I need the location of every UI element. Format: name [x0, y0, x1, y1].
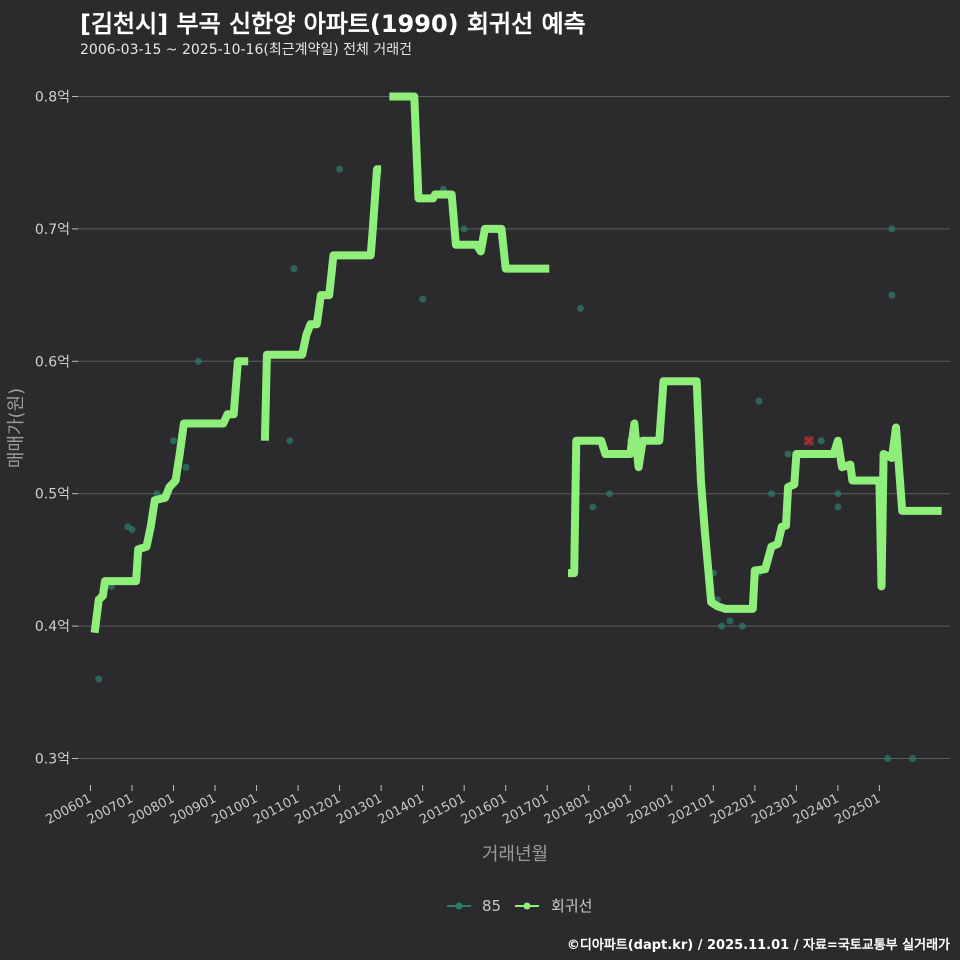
x-tick-label: 200701: [85, 791, 136, 828]
data-point: [95, 675, 103, 683]
regression-segment: [90, 357, 249, 634]
y-tick-label: 0.8억: [35, 89, 70, 105]
annotations: [803, 435, 814, 446]
y-axis-title: 매매가(원): [6, 388, 27, 468]
x-tick-label: 201201: [293, 791, 344, 828]
chart-title: [김천시] 부곡 신한양 아파트(1990) 회귀선 예측: [80, 10, 586, 38]
x-tick-label: 201501: [417, 791, 468, 828]
data-point: [726, 617, 734, 625]
y-tick-label: 0.3억: [35, 752, 70, 768]
data-point: [767, 490, 775, 498]
regression-segment: [389, 92, 550, 273]
data-point: [182, 463, 190, 471]
x-tick-label: 201601: [459, 791, 510, 828]
x-tick-label: 202401: [791, 791, 842, 828]
data-point: [128, 525, 136, 533]
data-point: [336, 165, 344, 173]
x-tick-label: 201801: [542, 791, 593, 828]
legend: 85 회귀선: [447, 897, 592, 915]
regression-segment: [568, 377, 942, 613]
data-point: [718, 622, 726, 630]
legend-label-regression: 회귀선: [551, 897, 592, 915]
x-axis-ticks: 2006012007012008012009012010012011012012…: [43, 785, 883, 828]
gridlines: [78, 95, 950, 760]
data-point: [606, 490, 614, 498]
latest-deal-marker: [803, 435, 814, 446]
data-point: [884, 755, 892, 763]
data-point: [170, 437, 178, 445]
regression-line: [90, 92, 942, 634]
data-point: [817, 437, 825, 445]
x-tick-label: 201001: [210, 791, 261, 828]
x-tick-label: 202101: [666, 791, 717, 828]
source-credit: ©디아파트(dapt.kr) / 2025.11.01 / 자료=국토교통부 실…: [566, 938, 950, 953]
x-tick-label: 200801: [127, 791, 178, 828]
data-point: [834, 490, 842, 498]
chart-subtitle: 2006-03-15 ~ 2025-10-16(최근계약일) 전체 거래건: [80, 42, 412, 58]
data-point: [419, 295, 427, 303]
legend-item-85[interactable]: 85: [447, 897, 501, 915]
data-point: [888, 291, 896, 299]
data-point: [589, 503, 597, 511]
x-tick-label: 201401: [376, 791, 427, 828]
data-point: [784, 450, 792, 458]
data-point: [460, 225, 468, 233]
x-tick-label: 200601: [43, 791, 94, 828]
y-tick-label: 0.4억: [35, 619, 70, 635]
regression-segment: [260, 165, 382, 441]
x-tick-label: 202501: [832, 791, 883, 828]
data-point: [834, 503, 842, 511]
x-tick-label: 201701: [500, 791, 551, 828]
data-point: [909, 755, 917, 763]
data-point: [738, 622, 746, 630]
x-tick-label: 202301: [749, 791, 800, 828]
data-point: [755, 397, 763, 405]
x-tick-label: 201301: [334, 791, 385, 828]
data-point: [194, 357, 202, 365]
data-point: [576, 304, 584, 312]
x-tick-label: 202001: [625, 791, 676, 828]
x-tick-label: 201101: [251, 791, 302, 828]
y-axis-ticks: 0.3억 0.4억 0.5억 0.6억 0.7억 0.8억: [35, 89, 78, 768]
data-point: [290, 265, 298, 273]
x-axis-title: 거래년월: [482, 844, 548, 865]
legend-label-85: 85: [482, 897, 501, 915]
x-tick-label: 202201: [708, 791, 759, 828]
y-tick-label: 0.7억: [35, 222, 70, 238]
data-point: [888, 225, 896, 233]
data-point: [286, 437, 294, 445]
legend-item-regression[interactable]: 회귀선: [515, 897, 592, 915]
x-tick-label: 201901: [583, 791, 634, 828]
x-tick-label: 200901: [168, 791, 219, 828]
y-tick-label: 0.6억: [35, 354, 70, 370]
y-tick-label: 0.5억: [35, 487, 70, 503]
